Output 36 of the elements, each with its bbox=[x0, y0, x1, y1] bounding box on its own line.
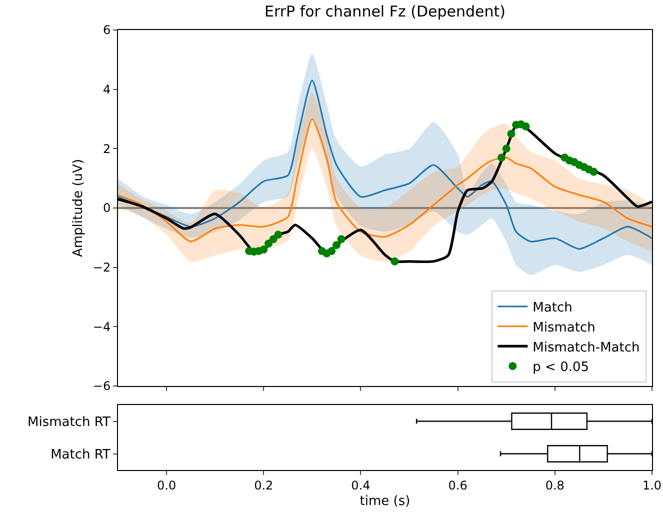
point bbox=[260, 246, 268, 254]
y-axis-title: Amplitude (uV) bbox=[71, 158, 86, 258]
point bbox=[337, 235, 346, 244]
y-tick-label: Mismatch RT bbox=[28, 414, 110, 430]
point bbox=[507, 130, 516, 138]
x-tick-label: 0.4 bbox=[351, 478, 370, 492]
y-tick-label: −6 bbox=[92, 379, 111, 394]
y-tick-label: 4 bbox=[102, 82, 111, 97]
y-tick-label: 2 bbox=[102, 142, 111, 156]
point bbox=[498, 154, 506, 162]
legend-label: Match bbox=[532, 300, 572, 316]
chart-title: ErrP for channel Fz (Dependent) bbox=[264, 2, 506, 20]
y-tick-label: 0 bbox=[102, 201, 111, 216]
x-tick-label: 0.8 bbox=[545, 478, 564, 492]
point bbox=[590, 168, 598, 176]
point bbox=[332, 241, 340, 250]
point bbox=[264, 240, 272, 248]
y-tick-label: −2 bbox=[92, 260, 111, 275]
x-axis-title: time (s) bbox=[360, 494, 410, 509]
legend-label: Mismatch-Match bbox=[532, 340, 640, 356]
point bbox=[328, 247, 336, 256]
legend-label: p < 0.05 bbox=[532, 360, 590, 376]
point bbox=[269, 235, 278, 244]
legend-label: Mismatch bbox=[532, 320, 596, 336]
y-tick-label: Match RT bbox=[50, 447, 110, 462]
point bbox=[502, 144, 510, 153]
x-tick-label: 0.6 bbox=[448, 478, 468, 492]
x-tick-label: 0.0 bbox=[157, 478, 176, 492]
line-series bbox=[118, 118, 652, 242]
x-tick-label: 1.0 bbox=[642, 478, 662, 492]
point bbox=[390, 257, 399, 266]
y-tick-label: −4 bbox=[92, 320, 111, 334]
point bbox=[522, 122, 530, 130]
x-tick-label: 0.2 bbox=[254, 478, 274, 492]
point bbox=[274, 230, 282, 239]
y-tick-label: 6 bbox=[102, 23, 111, 38]
